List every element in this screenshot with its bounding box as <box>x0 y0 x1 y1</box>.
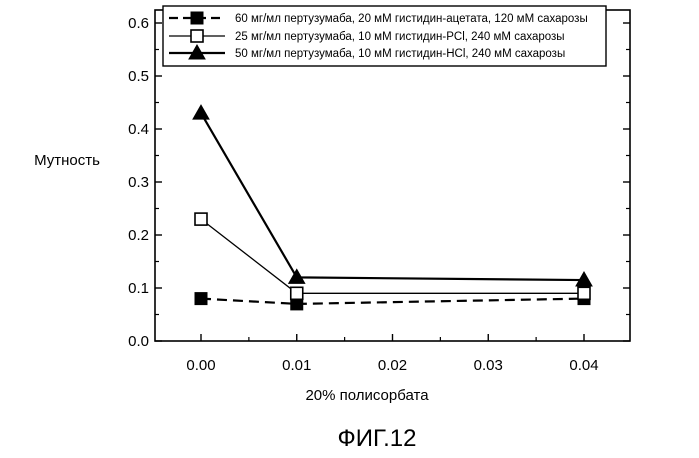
y-tick-label: 0.3 <box>128 174 149 191</box>
plot-area: 0.0 0.1 0.2 0.3 0.4 0.5 0.6 0.00 0.01 0.02 0.03 0.0… <box>128 5 631 374</box>
legend-label-1: 60 мг/мл пертузумаба, 20 мМ гистидин-аце… <box>235 13 588 25</box>
series-1-point <box>194 292 208 306</box>
y-tick-label: 0.0 <box>128 333 149 350</box>
series-line-2 <box>200 218 584 294</box>
legend-label-2: 25 мг/мл пертузумаба, 10 мМ гистидин-PCl… <box>235 31 565 43</box>
x-axis-title-group: 20% полисорбата <box>305 387 429 404</box>
x-tick-label: 0.01 <box>282 357 311 374</box>
y-axis-title: Мутность <box>34 152 100 169</box>
x-tick-label: 0.00 <box>186 357 215 374</box>
y-tick-label: 0.6 <box>128 15 149 32</box>
series-line-1 <box>200 297 585 306</box>
x-tick-label: 0.03 <box>474 357 503 374</box>
series-2-point <box>194 212 208 226</box>
y-tick-label: 0.4 <box>128 121 149 138</box>
series-line-3 <box>200 112 585 282</box>
legend-label-3: 50 мг/мл пертузумаба, 10 мМ гистидин-HCl… <box>235 48 565 60</box>
caption-group: ФИГ.12 <box>338 425 417 452</box>
series-3-point <box>575 271 593 287</box>
legend-marker-2 <box>190 29 204 43</box>
y-tick-label: 0.5 <box>128 68 149 85</box>
figure-caption: ФИГ.12 <box>338 425 417 452</box>
legend-marker-1 <box>190 11 204 25</box>
series-3-point <box>192 104 210 120</box>
y-axis-title-group: Мутность <box>34 152 100 169</box>
x-tick-label: 0.02 <box>378 357 407 374</box>
series-2-point <box>577 286 591 301</box>
x-axis-title: 20% полисорбата <box>305 387 429 404</box>
legend-box <box>162 5 607 67</box>
y-tick-label: 0.2 <box>128 227 149 244</box>
x-tick-label: 0.04 <box>569 357 598 374</box>
y-tick-label: 0.1 <box>128 280 149 297</box>
legend-marker-3 <box>188 43 206 60</box>
series-2-point <box>289 286 304 301</box>
series-3-point <box>287 268 306 284</box>
